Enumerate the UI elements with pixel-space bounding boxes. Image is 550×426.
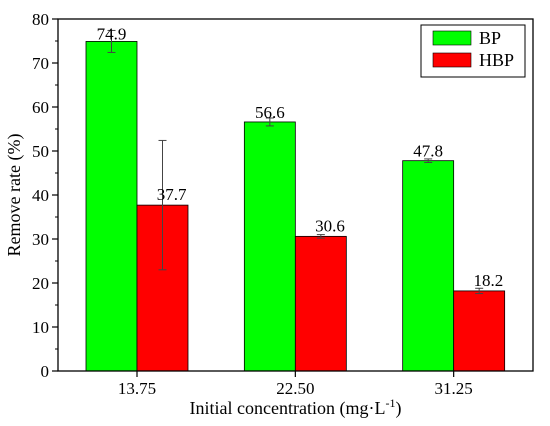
x-axis-label-superscript: -1 xyxy=(385,396,395,410)
data-label-hbp-3: 18.2 xyxy=(473,271,503,290)
y-tick-label: 60 xyxy=(32,98,49,117)
bar-hbp-3 xyxy=(453,290,506,372)
x-tick-label: 31.25 xyxy=(435,379,473,398)
y-tick-label: 0 xyxy=(41,362,50,381)
bar-hbp-2 xyxy=(294,235,347,372)
error-bars-layer xyxy=(107,29,484,295)
y-tick-label: 50 xyxy=(32,142,49,161)
data-label-bp-2: 56.6 xyxy=(255,103,285,122)
y-axis-ticks: 0 10 20 30 40 50 60 70 80 xyxy=(32,10,58,381)
legend-label-bp: BP xyxy=(479,28,501,48)
y-tick-label: 10 xyxy=(32,318,49,337)
bar-bp-2 xyxy=(243,121,296,372)
y-tick-label: 20 xyxy=(32,274,49,293)
y-tick-label: 70 xyxy=(32,54,49,73)
y-tick-label: 40 xyxy=(32,186,49,205)
data-label-bp-1: 74.9 xyxy=(97,24,127,43)
x-axis-label: Initial concentration (mg·L-1) xyxy=(190,396,402,419)
data-label-bp-3: 47.8 xyxy=(413,142,443,161)
bars-layer xyxy=(85,41,506,372)
x-axis-label-end: ) xyxy=(395,398,401,419)
data-labels-layer: 74.9 37.7 56.6 30.6 47.8 18.2 xyxy=(97,24,504,289)
bar-bp-3 xyxy=(402,160,455,372)
x-tick-label: 22.50 xyxy=(276,379,314,398)
legend-label-hbp: HBP xyxy=(479,50,514,70)
y-tick-label: 80 xyxy=(32,10,49,29)
bar-bp-1 xyxy=(85,41,138,372)
y-axis-label: Remove rate (%) xyxy=(4,134,25,257)
legend-swatch-hbp xyxy=(432,52,472,68)
y-tick-label: 30 xyxy=(32,230,49,249)
data-label-hbp-2: 30.6 xyxy=(315,216,345,235)
x-tick-label: 13.75 xyxy=(118,379,156,398)
legend-swatch-bp xyxy=(432,30,472,46)
data-label-hbp-1: 37.7 xyxy=(157,185,187,204)
x-axis-ticks: 13.75 22.50 31.25 xyxy=(118,371,473,398)
x-axis-label-main: Initial concentration (mg·L xyxy=(190,398,386,419)
